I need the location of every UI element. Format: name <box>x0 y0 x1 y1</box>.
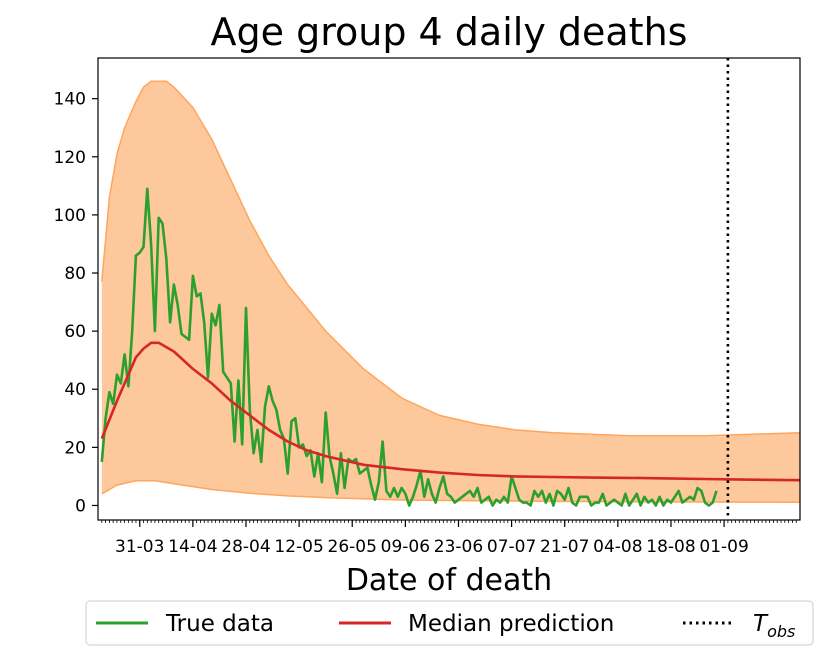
prediction-band-lower-edge <box>101 480 801 504</box>
x-tick-label: 21-07 <box>540 537 589 557</box>
x-tick-label: 09-06 <box>381 537 430 557</box>
legend-label-t-obs-base: T <box>753 611 769 637</box>
x-tick-label: 04-08 <box>593 537 642 557</box>
legend-label-true-data: True data <box>165 611 274 637</box>
x-tick-label: 28-04 <box>221 537 270 557</box>
x-tick-label: 14-04 <box>168 537 217 557</box>
legend-label-median-prediction: Median prediction <box>408 611 614 637</box>
prediction-band <box>101 81 801 503</box>
y-tick-label: 140 <box>54 90 86 110</box>
legend-label-t-obs-sub: obs <box>767 622 795 641</box>
chart-title: Age group 4 daily deaths <box>211 10 688 54</box>
x-tick-label: 07-07 <box>487 537 536 557</box>
x-tick-label: 01-09 <box>699 537 748 557</box>
median-prediction-line <box>100 341 801 482</box>
y-tick-label: 120 <box>54 148 86 168</box>
y-tick-label: 20 <box>64 438 86 458</box>
legend-label-t-obs: Tobs <box>753 611 795 641</box>
x-tick-label: 12-05 <box>274 537 323 557</box>
y-tick-label: 80 <box>64 264 86 284</box>
plot-area <box>100 58 801 520</box>
prediction-band-upper-edge <box>101 80 801 437</box>
true-data-line <box>100 187 718 507</box>
y-tick-label: 60 <box>64 322 86 342</box>
y-axis: 0 20 40 60 80 100 120 140 <box>54 90 98 516</box>
axes-frame <box>97 57 801 521</box>
y-tick-label: 100 <box>54 206 86 226</box>
y-tick-label: 0 <box>75 496 86 516</box>
x-tick-label: 26-05 <box>328 537 377 557</box>
x-tick-label: 31-03 <box>115 537 164 557</box>
x-tick-label: 23-06 <box>434 537 483 557</box>
x-tick-label: 18-08 <box>646 537 695 557</box>
legend-box <box>85 600 814 646</box>
x-axis-label: Date of death <box>346 563 552 598</box>
legend: True data Median prediction Tobs <box>85 600 814 646</box>
x-axis: 31-03 14-04 28-04 12-05 26-05 09-06 23-06 07-07… <box>101 520 797 557</box>
y-tick-label: 40 <box>64 380 86 400</box>
